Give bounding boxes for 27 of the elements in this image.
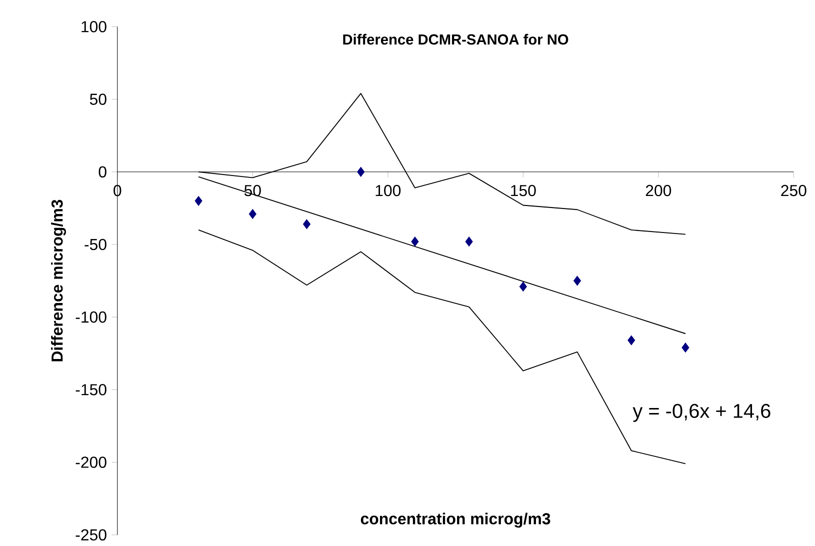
- point: [682, 342, 690, 353]
- y-tick-label: 50: [90, 94, 106, 106]
- y-tick-label: -250: [76, 529, 106, 541]
- point: [574, 276, 582, 286]
- chart-title: Difference DCMR-SANOA for NO: [343, 34, 568, 45]
- point: [248, 209, 256, 220]
- point: [194, 196, 202, 206]
- x-tick-label: 150: [511, 185, 536, 196]
- y-axis-title: Difference microg/m3: [51, 200, 66, 362]
- point: [519, 282, 527, 292]
- point: [302, 219, 310, 230]
- x-tick-label: 100: [376, 185, 401, 196]
- y-tick-label: -50: [84, 239, 106, 250]
- x-tick-label: 200: [646, 185, 672, 196]
- x-tick-label: 250: [781, 185, 806, 196]
- x-tick-label: 50: [244, 185, 261, 196]
- annotation: y = -0,6x + 14,6: [632, 404, 770, 422]
- y-tick-label: -100: [76, 312, 106, 323]
- y-tick-label: 0: [98, 166, 106, 178]
- y-tick-label: 100: [82, 21, 106, 33]
- point: [411, 236, 419, 247]
- y-tick-label: -200: [76, 456, 106, 468]
- y-tick-label: -150: [76, 384, 106, 396]
- point: [628, 336, 636, 346]
- x-axis-title: concentration microg/m3: [360, 512, 550, 528]
- point: [357, 167, 365, 178]
- point: [465, 236, 473, 247]
